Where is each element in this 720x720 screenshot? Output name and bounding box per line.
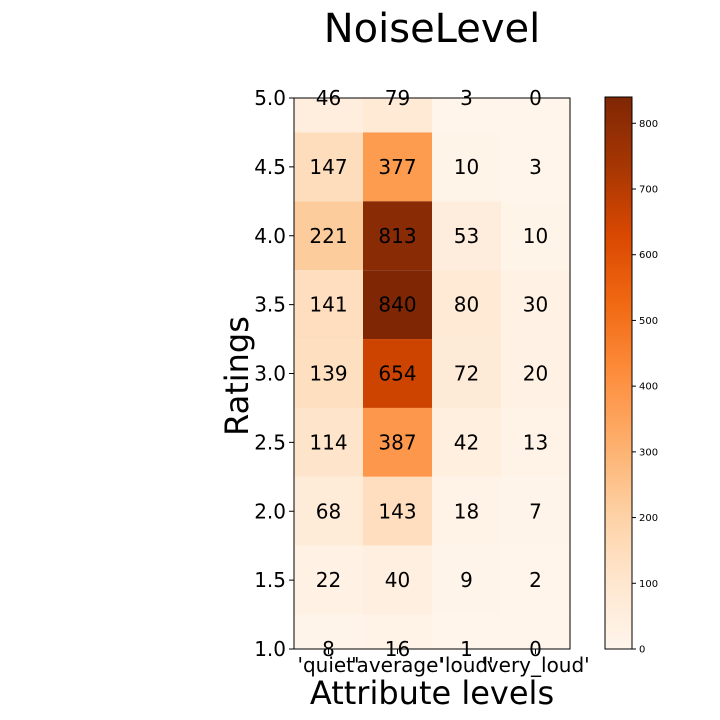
heatmap-cell <box>294 339 363 408</box>
colorbar-tick-label: 800 <box>639 119 658 130</box>
cell-value-label: 139 <box>309 362 347 386</box>
cell-value-label: 387 <box>378 430 416 454</box>
cell-value-label: 840 <box>378 293 416 317</box>
heatmap-cell <box>363 98 432 133</box>
cell-value-label: 20 <box>523 362 548 386</box>
heatmap-cell <box>432 270 501 340</box>
heatmap-cell <box>501 201 570 271</box>
heatmap-cell <box>501 339 570 408</box>
cell-value-label: 141 <box>309 293 347 317</box>
y-tick-label: 2.5 <box>254 430 286 454</box>
heatmap-cell <box>294 98 363 133</box>
cell-value-label: 80 <box>454 293 479 317</box>
heatmap-cell <box>363 476 432 546</box>
heatmap-cell <box>363 614 432 649</box>
heatmap-cell <box>363 407 432 477</box>
colorbar-tick-label: 400 <box>639 382 658 393</box>
y-axis-label: Ratings <box>218 316 256 436</box>
heatmap-cell <box>501 545 570 615</box>
y-axis-ticks: 5.0 4.5 4.0 3.5 3.0 2.5 2.0 1.5 1.0 <box>254 86 294 661</box>
cell-value-label: 30 <box>523 293 548 317</box>
heatmap-cell <box>501 98 570 133</box>
heatmap-cell <box>432 132 501 202</box>
x-tick-label: 'loud' <box>439 653 493 677</box>
heatmap-cell <box>432 98 501 133</box>
x-axis-label: Attribute levels <box>310 674 554 712</box>
cell-value-label: 18 <box>454 499 479 523</box>
heatmap-cell <box>294 132 363 202</box>
cell-value-label: 9 <box>460 568 473 592</box>
cell-value-label: 22 <box>316 568 341 592</box>
heatmap-cell <box>432 476 501 546</box>
heatmap-cell <box>432 545 501 615</box>
y-tick-label: 2.0 <box>254 499 286 523</box>
cell-value-label: 42 <box>454 430 479 454</box>
y-tick-label: 4.0 <box>254 224 286 248</box>
colorbar-tick-label: 500 <box>639 316 658 327</box>
heatmap-cell <box>294 614 363 649</box>
cell-value-label: 13 <box>523 430 548 454</box>
x-axis-ticks: 'quiet''average''loud''very_loud' <box>297 649 590 677</box>
heatmap-cell <box>363 201 432 271</box>
cell-value-label: 40 <box>385 568 410 592</box>
heatmap-cell <box>501 476 570 546</box>
cell-value-label: 68 <box>316 499 341 523</box>
heatmap-cell <box>363 270 432 340</box>
y-tick-label: 5.0 <box>254 86 286 110</box>
x-tick-label: 'very_loud' <box>481 653 589 677</box>
heatmap-cell <box>501 407 570 477</box>
heatmap-cell <box>294 545 363 615</box>
colorbar-tick-label: 600 <box>639 250 658 261</box>
heatmap-cell <box>294 407 363 477</box>
chart-title: NoiseLevel <box>324 6 541 52</box>
colorbar-tick-label: 200 <box>639 513 658 524</box>
cell-value-label: 2 <box>529 568 542 592</box>
cell-value-label: 53 <box>454 224 479 248</box>
cell-value-label: 10 <box>454 155 479 179</box>
x-tick-label: 'quiet' <box>297 653 359 677</box>
heatmap-cell <box>363 545 432 615</box>
colorbar <box>604 96 633 650</box>
y-tick-label: 1.0 <box>254 637 286 661</box>
y-tick-label: 3.0 <box>254 362 286 386</box>
y-tick-label: 1.5 <box>254 568 286 592</box>
heatmap-cell <box>294 201 363 271</box>
cell-value-label: 7 <box>529 499 542 523</box>
heatmap-cell <box>363 132 432 202</box>
cell-value-label: 221 <box>309 224 347 248</box>
heatmap-cell <box>294 476 363 546</box>
x-tick-label: 'average' <box>351 653 444 677</box>
cell-value-label: 3 <box>529 155 542 179</box>
heatmap-cell <box>294 270 363 340</box>
cell-value-label: 377 <box>378 155 416 179</box>
colorbar-tick-label: 300 <box>639 447 658 458</box>
cell-value-label: 143 <box>378 499 416 523</box>
cell-value-label: 813 <box>378 224 416 248</box>
cell-value-label: 147 <box>309 155 347 179</box>
heatmap-cell <box>432 201 501 271</box>
heatmap-cell <box>432 407 501 477</box>
heatmap-cell <box>363 339 432 408</box>
heatmap-cell <box>432 614 501 649</box>
heatmap-cells <box>294 98 570 649</box>
colorbar-tick-label: 100 <box>639 579 658 590</box>
colorbar-ticks: 0 100 200 300 400 500 600 700 800 <box>632 119 658 656</box>
cell-value-label: 114 <box>309 430 347 454</box>
heatmap-cell <box>432 339 501 408</box>
heatmap-cell <box>501 270 570 340</box>
y-tick-label: 3.5 <box>254 293 286 317</box>
heatmap-cell <box>501 132 570 202</box>
cell-value-label: 72 <box>454 362 479 386</box>
colorbar-tick-label: 0 <box>639 645 645 656</box>
heatmap-cell <box>501 614 570 649</box>
colorbar-tick-label: 700 <box>639 185 658 196</box>
cell-value-label: 654 <box>378 362 416 386</box>
y-tick-label: 4.5 <box>254 155 286 179</box>
cell-value-label: 10 <box>523 224 548 248</box>
